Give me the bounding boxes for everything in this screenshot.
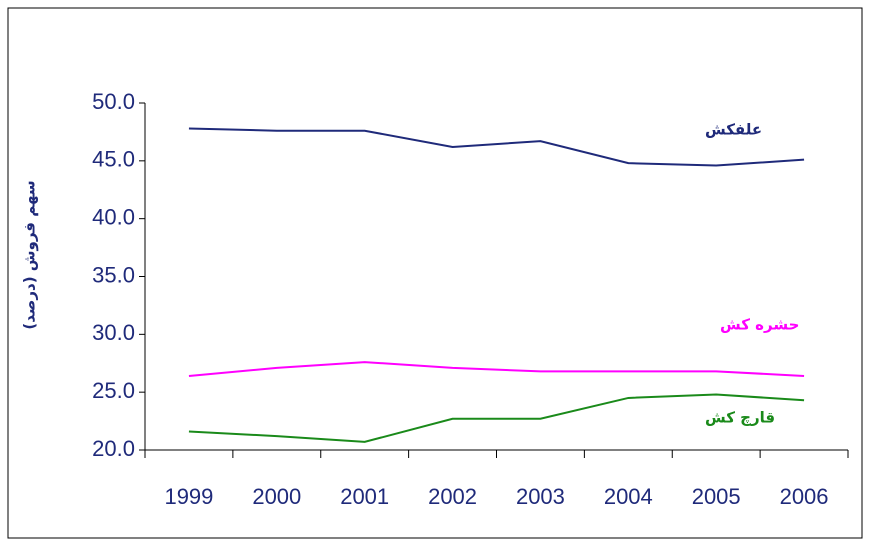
y-tick-label: 30.0 xyxy=(92,320,135,345)
x-tick-label: 2006 xyxy=(780,484,829,509)
y-tick-label: 40.0 xyxy=(92,204,135,229)
series-label: حشره کش xyxy=(720,316,799,334)
x-tick-label: 2004 xyxy=(604,484,653,509)
y-tick-label: 45.0 xyxy=(92,147,135,172)
y-tick-label: 35.0 xyxy=(92,262,135,287)
x-tick-label: 2001 xyxy=(340,484,389,509)
y-tick-label: 50.0 xyxy=(92,89,135,114)
y-tick-label: 25.0 xyxy=(92,378,135,403)
x-tick-label: 2000 xyxy=(252,484,301,509)
x-tick-label: 2005 xyxy=(692,484,741,509)
series-label: علفکش xyxy=(705,121,762,139)
x-tick-label: 1999 xyxy=(164,484,213,509)
series-line xyxy=(188,393,805,443)
y-axis-label: سهم فروش (درصد) xyxy=(21,180,39,329)
frame xyxy=(7,7,863,539)
series-line xyxy=(188,361,805,377)
series-label: قارچ کش xyxy=(705,409,775,427)
series-line xyxy=(188,127,805,167)
x-tick-label: 2002 xyxy=(428,484,477,509)
x-tick-label: 2003 xyxy=(516,484,565,509)
y-tick-label: 20.0 xyxy=(92,436,135,461)
